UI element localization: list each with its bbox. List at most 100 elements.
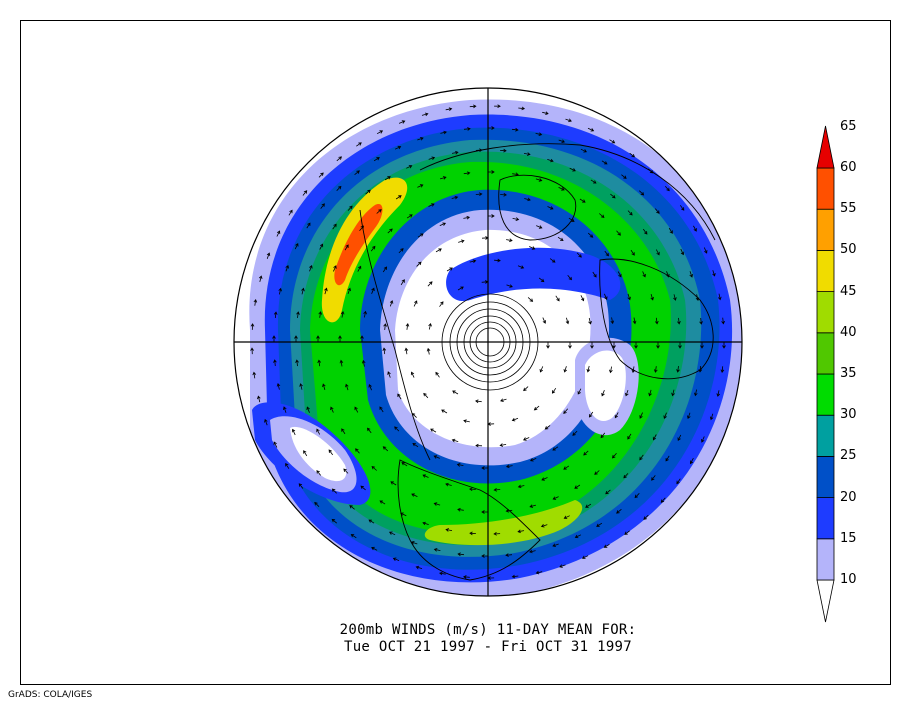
wind-arrow (481, 510, 488, 514)
wind-arrow (382, 446, 389, 452)
wind-arrow (427, 281, 433, 287)
wind-arrow (481, 466, 488, 470)
wind-arrow (404, 347, 409, 355)
wind-arrow (457, 286, 464, 291)
wind-arrow (512, 172, 519, 177)
wind-arrow (506, 238, 513, 243)
north-america-outline (397, 459, 541, 581)
wind-arrow (529, 458, 537, 462)
colorbar-swatch-55 (816, 167, 835, 210)
wind-arrow (350, 534, 357, 539)
map-disk-border (233, 87, 743, 597)
wind-arrow (423, 392, 429, 399)
wind-arrow (718, 293, 722, 301)
wind-arrow (266, 252, 271, 259)
wind-arrow (463, 127, 471, 131)
wind-arrow (569, 167, 576, 172)
wind-arrow (463, 215, 471, 220)
wind-arrow (398, 248, 404, 254)
chart-title-line1: 200mb WINDS (m/s) 11-DAY MEAN FOR: (339, 622, 637, 638)
wind-arrow (568, 342, 572, 349)
wind-arrow (536, 225, 543, 229)
wind-arrow (469, 259, 477, 263)
wind-arrow (698, 365, 703, 373)
wind-arrow (435, 371, 440, 378)
colorbar-label-20: 20 (840, 489, 857, 505)
wind-arrow (542, 317, 546, 324)
wind-arrow (319, 243, 324, 250)
wind-arrow (344, 244, 349, 251)
wind-arrow (539, 366, 544, 373)
wind-arrow (332, 223, 337, 230)
wind-arrow (668, 227, 673, 234)
wind-arrow (563, 408, 569, 414)
wind-arrow (463, 171, 471, 176)
wind-arrow (439, 571, 446, 576)
wind-arrow (506, 284, 513, 288)
wind-arrow (552, 543, 559, 547)
wind-arrow (687, 412, 691, 420)
wind-arrow (547, 206, 554, 210)
wind-arrow (609, 366, 613, 374)
wind-arrow (655, 249, 660, 256)
wind-arrow (634, 342, 638, 349)
asia-outline (419, 143, 716, 241)
colorbar-label-35: 35 (840, 366, 857, 381)
wind-arrow (722, 342, 726, 349)
wind-arrow (601, 390, 605, 397)
wind-arrow (590, 179, 597, 184)
wind-arrow (488, 170, 495, 174)
wind-arrow (494, 104, 501, 109)
wind-arrow (535, 570, 543, 575)
wind-arrow (592, 271, 597, 278)
wind-arrow (257, 395, 261, 403)
wind-arrow (401, 462, 408, 467)
wind-arrow (252, 371, 257, 379)
wind-arrow (577, 388, 582, 395)
wind-arrow (500, 192, 507, 197)
wind-arrow (677, 317, 681, 325)
wind-arrow (276, 230, 281, 237)
wind-arrow (331, 488, 337, 494)
wind-vectors (250, 104, 726, 580)
wind-arrow (295, 359, 299, 367)
wind-arrow (581, 555, 589, 559)
wind-arrow (457, 507, 464, 512)
wind-arrow (291, 428, 296, 436)
wind-arrow (316, 428, 321, 435)
wind-arrow (333, 265, 337, 272)
wind-arrow (677, 434, 682, 442)
wind-arrow (540, 524, 548, 528)
wind-arrow (316, 470, 322, 476)
wind-arrow (533, 405, 540, 411)
wind-arrow (639, 190, 645, 196)
wind-arrow (361, 359, 366, 367)
wind-arrow (529, 549, 536, 554)
wind-arrow (376, 130, 384, 135)
wind-arrow (439, 222, 447, 226)
wind-arrow (389, 300, 394, 307)
wind-arrow (469, 487, 476, 492)
wind-arrow (439, 176, 447, 180)
wind-arrow (588, 317, 592, 325)
wind-arrow (505, 553, 513, 557)
wind-arrow (367, 427, 372, 434)
wind-arrow (610, 317, 615, 325)
wind-arrow (250, 347, 254, 355)
wind-arrow (475, 192, 483, 197)
wind-arrow (373, 157, 380, 162)
wind-arrow (586, 365, 591, 373)
wind-arrow (500, 148, 507, 153)
wind-arrow (359, 225, 365, 231)
wind-arrow (433, 548, 441, 552)
wind-arrow (433, 502, 441, 506)
wind-arrow (630, 249, 635, 256)
wind-arrow (609, 139, 616, 144)
wind-arrow (574, 534, 582, 539)
wind-arrow (390, 481, 397, 486)
colorbar-swatch-30 (816, 373, 835, 416)
wind-arrow (512, 217, 520, 221)
wind-arrow (469, 104, 477, 109)
wind-arrow (680, 248, 685, 256)
wind-arrow (302, 190, 308, 196)
